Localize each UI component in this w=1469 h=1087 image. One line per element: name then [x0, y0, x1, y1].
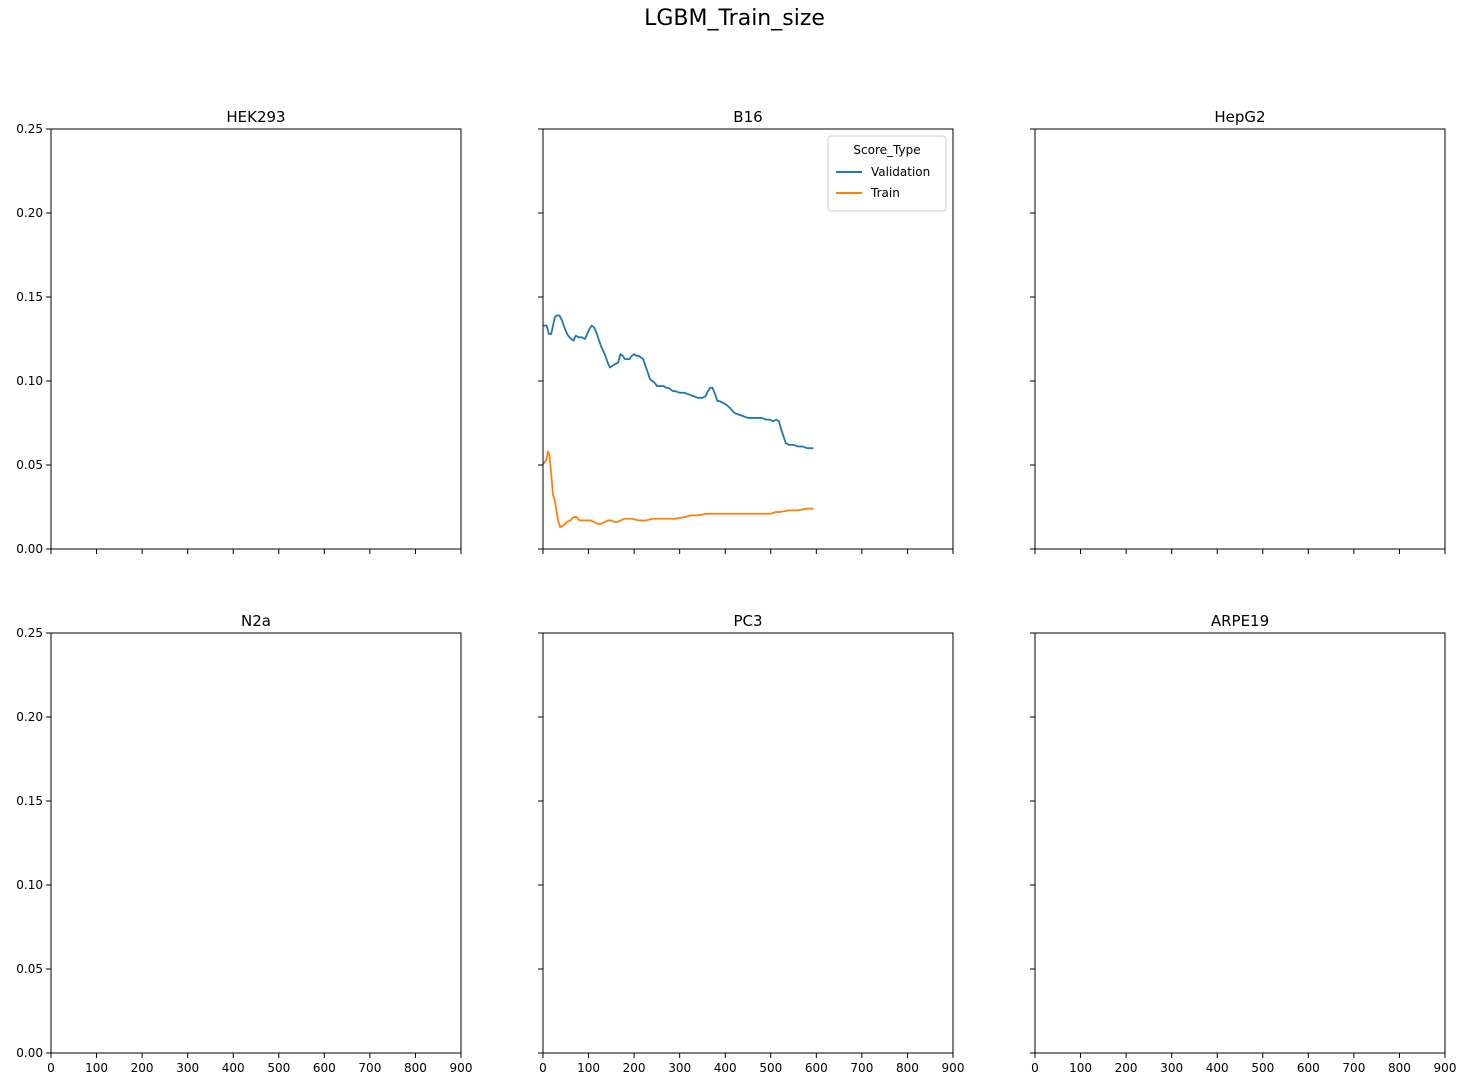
x-tick-label: 200 [623, 1061, 646, 1075]
axes-frame [1034, 632, 1446, 1054]
subplot-title: ARPE19 [1211, 612, 1269, 630]
y-tick-label: 0.05 [16, 458, 43, 472]
axes-frame [50, 632, 462, 1054]
legend-label-train: Train [870, 186, 900, 200]
x-tick-label: 400 [1206, 1061, 1229, 1075]
x-tick-label: 900 [450, 1061, 473, 1075]
y-tick-label: 0.05 [16, 962, 43, 976]
y-tick-label: 0.20 [16, 710, 43, 724]
x-tick-label: 500 [1251, 1061, 1274, 1075]
y-tick-label: 0.00 [16, 542, 43, 556]
x-tick-label: 600 [1297, 1061, 1320, 1075]
subplot-title: B16 [733, 108, 762, 126]
y-tick-label: 0.10 [16, 878, 43, 892]
x-tick-label: 800 [1388, 1061, 1411, 1075]
y-tick-label: 0.10 [16, 374, 43, 388]
subplot-hek293: HEK293 0.00 0.05 0.10 0.15 0.20 0.25 [16, 108, 462, 556]
x-tick-label: 400 [222, 1061, 245, 1075]
x-tick-label: 300 [176, 1061, 199, 1075]
x-tick-label: 100 [85, 1061, 108, 1075]
legend: Score_Type Validation Train [827, 135, 947, 212]
y-tick-label: 0.20 [16, 206, 43, 220]
y-tick-label: 0.00 [16, 1046, 43, 1060]
x-tick-label: 600 [313, 1061, 336, 1075]
subplot-title: N2a [241, 612, 271, 630]
x-tick-label: 700 [1342, 1061, 1365, 1075]
subplot-title: PC3 [733, 612, 762, 630]
series-line-train [543, 450, 814, 529]
x-tick-label: 800 [896, 1061, 919, 1075]
subplot-hepg2: HepG2 [1030, 108, 1446, 554]
x-tick-label: 0 [47, 1061, 55, 1075]
series-line-validation [543, 314, 814, 450]
axes-frame [542, 632, 954, 1054]
x-tick-label: 900 [1434, 1061, 1457, 1075]
x-tick-label: 600 [805, 1061, 828, 1075]
subplot-arpe19: ARPE19 0 100 200 300 400 500 600 700 800 900 [1030, 612, 1456, 1075]
y-tick-label: 0.15 [16, 290, 43, 304]
x-tick-label: 700 [850, 1061, 873, 1075]
subplot-n2a: N2a 0 100 200 300 400 500 600 700 800 900 0.00 0.05 0… [16, 612, 472, 1075]
y-tick-label: 0.25 [16, 122, 43, 136]
y-tick-label: 0.25 [16, 626, 43, 640]
x-tick-label: 300 [668, 1061, 691, 1075]
x-tick-label: 100 [577, 1061, 600, 1075]
subplot-pc3: PC3 0 100 200 300 400 500 600 700 800 900 [538, 612, 964, 1075]
axes-frame [542, 128, 954, 550]
subplot-title: HEK293 [226, 108, 285, 126]
subplot-b16: B16 Score_Type Validation Train [538, 108, 954, 554]
legend-label-validation: Validation [871, 165, 930, 179]
x-tick-label: 200 [131, 1061, 154, 1075]
legend-title: Score_Type [853, 143, 920, 157]
x-tick-label: 200 [1115, 1061, 1138, 1075]
x-tick-label: 800 [404, 1061, 427, 1075]
x-tick-label: 400 [714, 1061, 737, 1075]
x-tick-label: 500 [759, 1061, 782, 1075]
subplot-title: HepG2 [1214, 108, 1265, 126]
x-tick-label: 0 [539, 1061, 547, 1075]
x-tick-label: 0 [1031, 1061, 1039, 1075]
x-tick-label: 700 [358, 1061, 381, 1075]
axes-frame [1034, 128, 1446, 550]
y-tick-label: 0.15 [16, 794, 43, 808]
x-tick-label: 900 [942, 1061, 965, 1075]
axes-frame [50, 128, 462, 550]
figure-title: LGBM_Train_size [644, 6, 825, 31]
x-tick-label: 100 [1069, 1061, 1092, 1075]
x-tick-label: 500 [267, 1061, 290, 1075]
x-tick-label: 300 [1160, 1061, 1183, 1075]
